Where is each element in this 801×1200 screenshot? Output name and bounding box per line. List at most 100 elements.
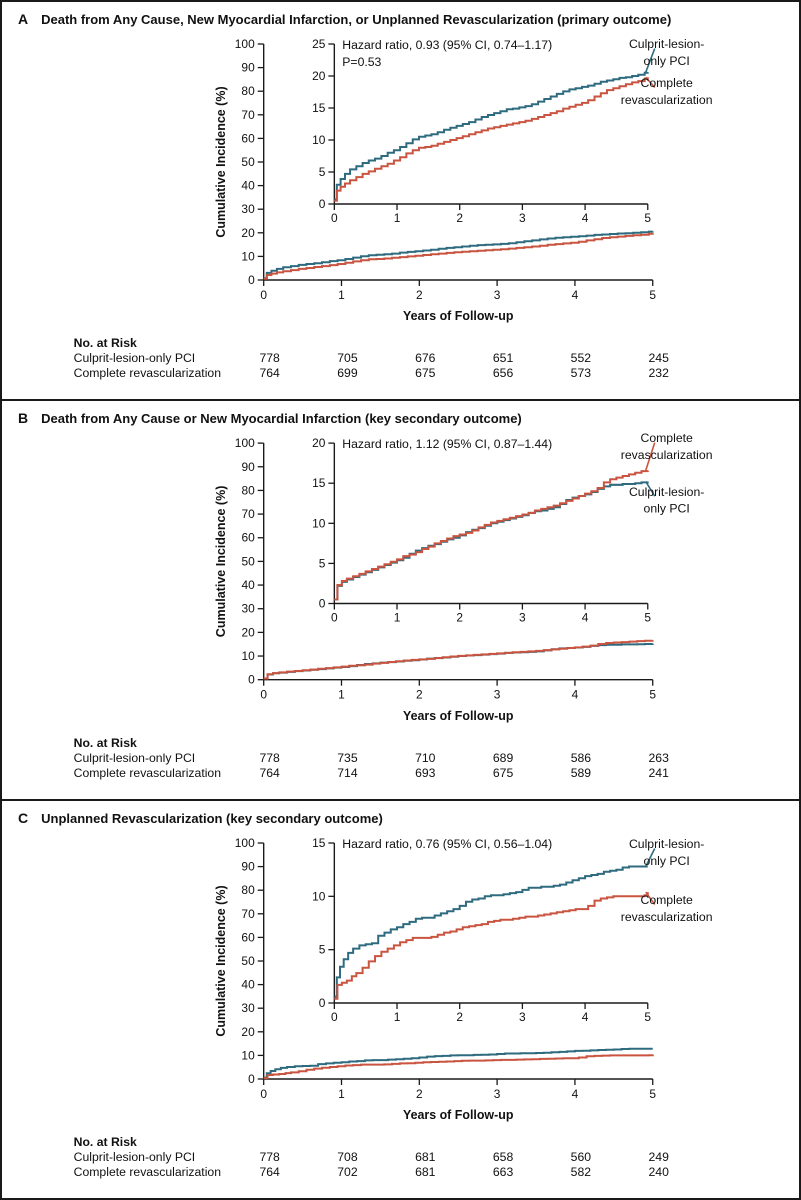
y-tick-label: 60 <box>241 131 255 145</box>
risk-count: 693 <box>415 766 436 780</box>
risk-count: 241 <box>649 766 670 780</box>
label-leader-line <box>645 481 656 497</box>
inset-y-tick-label: 5 <box>319 943 326 957</box>
risk-row-label: Complete revascularization <box>74 1165 222 1179</box>
risk-count: 676 <box>415 351 436 365</box>
curve-label: only PCI <box>644 54 690 68</box>
x-tick-label: 1 <box>338 1087 345 1101</box>
risk-row-label: Complete revascularization <box>74 366 222 380</box>
risk-count: 764 <box>259 1165 280 1179</box>
inset-x-tick-label: 4 <box>582 1010 589 1024</box>
x-tick-label: 0 <box>260 1087 267 1101</box>
inset-y-tick-label: 20 <box>312 436 326 450</box>
curve-label: Culprit-lesion- <box>629 485 704 499</box>
inset-y-tick-label: 5 <box>319 556 326 570</box>
inset-y-tick-label: 20 <box>312 69 326 83</box>
y-tick-label: 70 <box>241 108 255 122</box>
curve-label: Complete <box>641 893 693 907</box>
panel-a: A Death from Any Cause, New Myocardial I… <box>2 2 799 399</box>
km-plot: 0 10 20 30 40 50 60 70 80 90 100 Cumulative Inciden… <box>2 801 799 1198</box>
label-leader-line <box>645 48 656 73</box>
y-tick-label: 20 <box>241 226 255 240</box>
x-tick-label: 0 <box>260 688 267 702</box>
inset-y-tick-label: 10 <box>312 516 326 530</box>
y-tick-label: 100 <box>235 436 255 450</box>
y-tick-label: 100 <box>235 37 255 51</box>
x-tick-label: 3 <box>494 288 501 302</box>
risk-count: 708 <box>337 1150 358 1164</box>
risk-row-label: Culprit-lesion-only PCI <box>74 751 196 765</box>
panel-title: B Death from Any Cause or New Myocardial… <box>18 410 522 426</box>
y-axis-title: Cumulative Incidence (%) <box>214 86 228 237</box>
inset-x-tick-label: 3 <box>519 1010 526 1024</box>
panel-title: A Death from Any Cause, New Myocardial I… <box>18 11 671 27</box>
inset-y-tick-label: 25 <box>312 37 326 51</box>
km-curve-main <box>263 643 654 680</box>
inset-x-tick-label: 1 <box>394 611 401 625</box>
panel-heading: Death from Any Cause, New Myocardial Inf… <box>41 12 672 27</box>
x-tick-label: 1 <box>338 688 345 702</box>
risk-count: 560 <box>571 1150 592 1164</box>
risk-row-label: Culprit-lesion-only PCI <box>74 351 196 365</box>
x-axis-title: Years of Follow-up <box>403 1108 514 1122</box>
hazard-ratio-text: Hazard ratio, 0.76 (95% CI, 0.56–1.04) <box>342 837 552 851</box>
label-leader-line <box>645 76 656 89</box>
risk-count: 658 <box>493 1150 514 1164</box>
risk-count: 589 <box>571 766 592 780</box>
curve-label: Culprit-lesion- <box>629 37 704 51</box>
risk-count: 699 <box>337 366 358 380</box>
y-tick-label: 70 <box>241 507 255 521</box>
inset-x-tick-label: 0 <box>331 611 338 625</box>
y-tick-label: 70 <box>241 907 255 921</box>
inset-y-tick-label: 15 <box>312 836 326 850</box>
hazard-ratio-text: Hazard ratio, 1.12 (95% CI, 0.87–1.44) <box>342 437 552 451</box>
curve-label: Complete <box>641 76 693 90</box>
risk-count: 586 <box>571 751 592 765</box>
inset-y-tick-label: 0 <box>319 596 326 610</box>
risk-count: 245 <box>649 351 670 365</box>
x-tick-label: 5 <box>649 688 656 702</box>
y-tick-label: 50 <box>241 554 255 568</box>
inset-y-tick-label: 0 <box>319 996 326 1010</box>
x-tick-label: 4 <box>572 688 579 702</box>
inset-x-tick-label: 2 <box>456 1010 463 1024</box>
y-tick-label: 0 <box>248 673 255 687</box>
km-curve-inset <box>334 71 649 201</box>
y-tick-label: 40 <box>241 578 255 592</box>
inset-y-tick-label: 5 <box>319 165 326 179</box>
inset-x-tick-label: 0 <box>331 1010 338 1024</box>
panel-title: C Unplanned Revascularization (key secon… <box>18 810 383 826</box>
x-tick-label: 3 <box>494 688 501 702</box>
risk-count: 714 <box>337 766 358 780</box>
risk-count: 705 <box>337 351 358 365</box>
panel-letter: B <box>18 410 29 426</box>
curve-label: revascularization <box>621 910 713 924</box>
x-tick-label: 2 <box>416 1087 423 1101</box>
x-tick-label: 4 <box>572 288 579 302</box>
y-tick-label: 80 <box>241 483 255 497</box>
inset-y-tick-label: 15 <box>312 476 326 490</box>
y-tick-label: 10 <box>241 249 255 263</box>
risk-count: 651 <box>493 351 514 365</box>
y-tick-label: 30 <box>241 602 255 616</box>
y-axis-title: Cumulative Incidence (%) <box>214 486 228 638</box>
panel-letter: C <box>18 810 29 826</box>
risk-count: 582 <box>571 1165 592 1179</box>
risk-count: 263 <box>649 751 670 765</box>
risk-table-heading: No. at Risk <box>74 336 137 350</box>
inset-x-tick-label: 5 <box>644 211 651 225</box>
x-tick-label: 2 <box>416 288 423 302</box>
risk-count: 764 <box>259 366 280 380</box>
inset-y-tick-label: 10 <box>312 133 326 147</box>
risk-count: 232 <box>649 366 670 380</box>
curve-label: Culprit-lesion- <box>629 837 704 851</box>
y-tick-label: 80 <box>241 84 255 98</box>
km-curve-main <box>263 639 654 680</box>
x-tick-label: 2 <box>416 688 423 702</box>
km-curve-main <box>263 1054 654 1080</box>
risk-count: 710 <box>415 751 436 765</box>
inset-x-tick-label: 2 <box>456 611 463 625</box>
x-axis-title: Years of Follow-up <box>403 709 514 723</box>
panel-c: C Unplanned Revascularization (key secon… <box>2 799 799 1198</box>
